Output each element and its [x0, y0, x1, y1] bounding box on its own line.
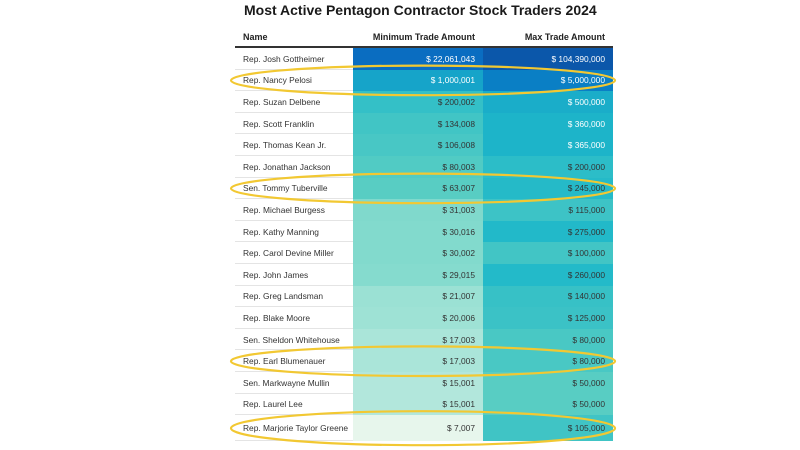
max-amount-cell: $ 105,000	[483, 415, 613, 442]
chart-title: Most Active Pentagon Contractor Stock Tr…	[244, 2, 597, 18]
table-row: Rep. Blake Moore $ 20,006 $ 125,000	[235, 307, 613, 329]
header-divider	[235, 46, 613, 48]
row-name: Rep. Jonathan Jackson	[243, 161, 331, 172]
max-amount-cell: $ 50,000	[483, 372, 613, 394]
table-row: Rep. Laurel Lee $ 15,001 $ 50,000	[235, 393, 613, 416]
min-amount-cell: $ 30,002	[353, 242, 483, 264]
row-divider	[235, 241, 353, 243]
table-row: Sen. Tommy Tuberville $ 63,007 $ 245,000	[235, 177, 613, 200]
min-amount-cell: $ 7,007	[353, 415, 483, 442]
min-amount-cell: $ 21,007	[353, 285, 483, 308]
row-name: Rep. Nancy Pelosi	[243, 75, 312, 86]
table-row: Sen. Sheldon Whitehouse $ 17,003 $ 80,000	[235, 328, 613, 351]
max-amount-cell: $ 125,000	[483, 307, 613, 329]
row-divider	[235, 262, 353, 264]
min-amount-cell: $ 200,002	[353, 91, 483, 113]
min-amount-cell: $ 31,003	[353, 199, 483, 221]
row-name: Rep. Carol Devine Miller	[243, 248, 334, 259]
row-name: Rep. Blake Moore	[243, 312, 311, 323]
row-name: Rep. Thomas Kean Jr.	[243, 140, 327, 151]
table-row: Rep. Kathy Manning $ 30,016 $ 275,000	[235, 220, 613, 243]
row-name: Rep. Marjorie Taylor Greene	[243, 423, 349, 434]
table-row: Rep. Marjorie Taylor Greene $ 7,007 $ 105,…	[235, 415, 613, 442]
table-row: Rep. Earl Blumenauer $ 17,003 $ 80,000	[235, 350, 613, 372]
row-name: Rep. Earl Blumenauer	[243, 356, 326, 367]
max-amount-cell: $ 500,000	[483, 91, 613, 113]
table-row: Rep. Jonathan Jackson $ 80,003 $ 200,000	[235, 156, 613, 178]
trader-table: Name Minimum Trade Amount Max Trade Amou…	[235, 28, 613, 442]
table-row: Rep. Michael Burgess $ 31,003 $ 115,000	[235, 199, 613, 221]
max-amount-cell: $ 5,000,000	[483, 69, 613, 92]
table-row: Rep. John James $ 29,015 $ 260,000	[235, 264, 613, 286]
row-divider	[235, 392, 353, 394]
header-name: Name	[243, 32, 268, 42]
table-row: Rep. Josh Gottheimer $ 22,061,043 $ 104,39…	[235, 48, 613, 70]
row-name: Rep. Suzan Delbene	[243, 96, 321, 107]
max-amount-cell: $ 104,390,000	[483, 48, 613, 70]
row-name: Sen. Sheldon Whitehouse	[243, 334, 340, 345]
row-divider	[235, 111, 353, 113]
table-row: Rep. Suzan Delbene $ 200,002 $ 500,000	[235, 91, 613, 113]
table-row: Rep. Greg Landsman $ 21,007 $ 140,000	[235, 285, 613, 308]
row-name: Rep. Laurel Lee	[243, 399, 303, 410]
row-divider	[235, 133, 353, 135]
table-row: Sen. Markwayne Mullin $ 15,001 $ 50,000	[235, 372, 613, 394]
row-name: Sen. Tommy Tuberville	[243, 183, 328, 194]
row-divider	[235, 154, 353, 156]
max-amount-cell: $ 50,000	[483, 393, 613, 416]
row-divider	[235, 327, 353, 329]
max-amount-cell: $ 100,000	[483, 242, 613, 264]
row-name: Rep. Josh Gottheimer	[243, 53, 325, 64]
row-name: Sen. Markwayne Mullin	[243, 377, 330, 388]
min-amount-cell: $ 106,008	[353, 134, 483, 156]
row-name: Rep. Scott Franklin	[243, 118, 315, 129]
max-amount-cell: $ 260,000	[483, 264, 613, 286]
max-amount-cell: $ 80,000	[483, 350, 613, 372]
row-name: Rep. John James	[243, 269, 309, 280]
table-row: Rep. Carol Devine Miller $ 30,002 $ 100,00…	[235, 242, 613, 264]
max-amount-cell: $ 245,000	[483, 177, 613, 200]
min-amount-cell: $ 1,000,001	[353, 69, 483, 92]
min-amount-cell: $ 22,061,043	[353, 48, 483, 70]
max-amount-cell: $ 140,000	[483, 285, 613, 308]
min-amount-cell: $ 63,007	[353, 177, 483, 200]
max-amount-cell: $ 115,000	[483, 199, 613, 221]
row-name: Rep. Michael Burgess	[243, 204, 325, 215]
header-min-amount: Minimum Trade Amount	[372, 32, 475, 42]
table-row: Rep. Nancy Pelosi $ 1,000,001 $ 5,000,000	[235, 69, 613, 92]
min-amount-cell: $ 134,008	[353, 112, 483, 135]
row-name: Rep. Kathy Manning	[243, 226, 319, 237]
max-amount-cell: $ 360,000	[483, 112, 613, 135]
min-amount-cell: $ 15,001	[353, 393, 483, 416]
max-amount-cell: $ 200,000	[483, 156, 613, 178]
min-amount-cell: $ 30,016	[353, 220, 483, 243]
min-amount-cell: $ 29,015	[353, 264, 483, 286]
min-amount-cell: $ 20,006	[353, 307, 483, 329]
row-divider	[235, 440, 353, 442]
min-amount-cell: $ 15,001	[353, 372, 483, 394]
table-row: Rep. Thomas Kean Jr. $ 106,008 $ 365,000	[235, 134, 613, 156]
min-amount-cell: $ 17,003	[353, 350, 483, 372]
row-name: Rep. Greg Landsman	[243, 291, 324, 302]
row-divider	[235, 306, 353, 308]
max-amount-cell: $ 275,000	[483, 220, 613, 243]
row-divider	[235, 284, 353, 286]
row-divider	[235, 219, 353, 221]
max-amount-cell: $ 365,000	[483, 134, 613, 156]
max-amount-cell: $ 80,000	[483, 328, 613, 351]
table-row: Rep. Scott Franklin $ 134,008 $ 360,000	[235, 112, 613, 135]
header-max-amount: Max Trade Amount	[524, 32, 605, 42]
min-amount-cell: $ 80,003	[353, 156, 483, 178]
min-amount-cell: $ 17,003	[353, 328, 483, 351]
